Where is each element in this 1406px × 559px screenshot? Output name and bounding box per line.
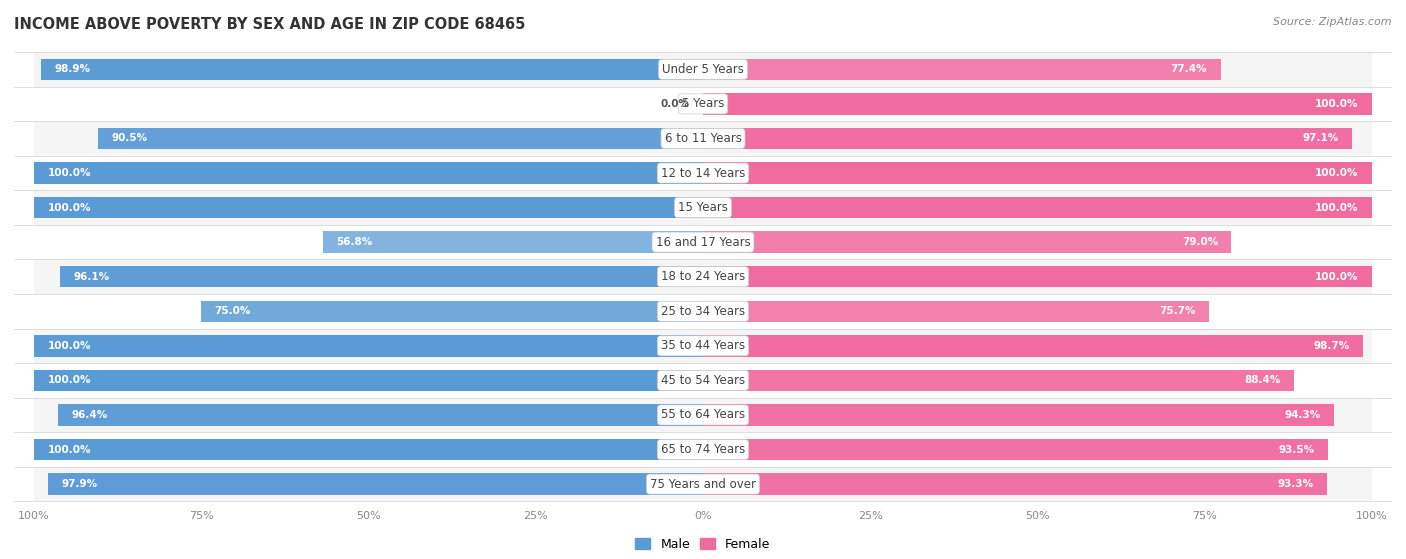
- Text: 100.0%: 100.0%: [1315, 168, 1358, 178]
- Bar: [703, 266, 1372, 287]
- Bar: [34, 369, 703, 391]
- Text: Source: ZipAtlas.com: Source: ZipAtlas.com: [1274, 17, 1392, 27]
- Bar: [703, 473, 1327, 495]
- FancyBboxPatch shape: [34, 467, 1372, 501]
- Text: Under 5 Years: Under 5 Years: [662, 63, 744, 76]
- Bar: [703, 162, 1372, 184]
- Bar: [703, 231, 1232, 253]
- Text: 90.5%: 90.5%: [111, 134, 148, 144]
- Text: 96.4%: 96.4%: [72, 410, 108, 420]
- Text: 94.3%: 94.3%: [1284, 410, 1320, 420]
- Text: INCOME ABOVE POVERTY BY SEX AND AGE IN ZIP CODE 68465: INCOME ABOVE POVERTY BY SEX AND AGE IN Z…: [14, 17, 526, 32]
- Text: 75.0%: 75.0%: [215, 306, 252, 316]
- FancyBboxPatch shape: [34, 121, 1372, 156]
- Text: 15 Years: 15 Years: [678, 201, 728, 214]
- Bar: [34, 197, 703, 219]
- Bar: [703, 404, 1334, 425]
- FancyBboxPatch shape: [34, 225, 1372, 259]
- FancyBboxPatch shape: [34, 190, 1372, 225]
- Bar: [703, 128, 1353, 149]
- Text: 18 to 24 Years: 18 to 24 Years: [661, 270, 745, 283]
- Text: 97.1%: 97.1%: [1303, 134, 1339, 144]
- Text: 77.4%: 77.4%: [1171, 64, 1208, 74]
- Legend: Male, Female: Male, Female: [630, 533, 776, 556]
- FancyBboxPatch shape: [34, 363, 1372, 397]
- Bar: [703, 59, 1220, 80]
- Text: 93.3%: 93.3%: [1278, 479, 1313, 489]
- Text: 5 Years: 5 Years: [682, 97, 724, 110]
- Text: 75.7%: 75.7%: [1160, 306, 1197, 316]
- Text: 100.0%: 100.0%: [48, 376, 91, 385]
- Text: 25 to 34 Years: 25 to 34 Years: [661, 305, 745, 318]
- Text: 56.8%: 56.8%: [336, 237, 373, 247]
- Text: 96.1%: 96.1%: [73, 272, 110, 282]
- Text: 98.9%: 98.9%: [55, 64, 91, 74]
- Bar: [201, 301, 703, 322]
- Bar: [34, 439, 703, 460]
- Text: 35 to 44 Years: 35 to 44 Years: [661, 339, 745, 352]
- Bar: [703, 369, 1295, 391]
- Bar: [34, 335, 703, 357]
- FancyBboxPatch shape: [34, 294, 1372, 329]
- Bar: [703, 301, 1209, 322]
- Text: 12 to 14 Years: 12 to 14 Years: [661, 167, 745, 179]
- Text: 45 to 54 Years: 45 to 54 Years: [661, 374, 745, 387]
- Bar: [58, 404, 703, 425]
- Text: 65 to 74 Years: 65 to 74 Years: [661, 443, 745, 456]
- Text: 100.0%: 100.0%: [48, 168, 91, 178]
- Bar: [48, 473, 703, 495]
- Text: 79.0%: 79.0%: [1182, 237, 1218, 247]
- Bar: [60, 266, 703, 287]
- Bar: [42, 59, 703, 80]
- Text: 16 and 17 Years: 16 and 17 Years: [655, 236, 751, 249]
- FancyBboxPatch shape: [34, 432, 1372, 467]
- Bar: [703, 93, 1372, 115]
- FancyBboxPatch shape: [34, 329, 1372, 363]
- Text: 75 Years and over: 75 Years and over: [650, 477, 756, 491]
- Bar: [703, 335, 1364, 357]
- Text: 6 to 11 Years: 6 to 11 Years: [665, 132, 741, 145]
- Text: 100.0%: 100.0%: [1315, 202, 1358, 212]
- Text: 0.0%: 0.0%: [661, 99, 689, 109]
- FancyBboxPatch shape: [34, 52, 1372, 87]
- Bar: [97, 128, 703, 149]
- Text: 100.0%: 100.0%: [48, 341, 91, 351]
- Bar: [703, 439, 1329, 460]
- FancyBboxPatch shape: [34, 397, 1372, 432]
- FancyBboxPatch shape: [34, 156, 1372, 190]
- Text: 100.0%: 100.0%: [1315, 272, 1358, 282]
- Text: 100.0%: 100.0%: [48, 202, 91, 212]
- Text: 98.7%: 98.7%: [1313, 341, 1350, 351]
- Text: 100.0%: 100.0%: [1315, 99, 1358, 109]
- FancyBboxPatch shape: [34, 259, 1372, 294]
- Text: 97.9%: 97.9%: [62, 479, 97, 489]
- Text: 93.5%: 93.5%: [1279, 444, 1315, 454]
- Bar: [703, 197, 1372, 219]
- Bar: [323, 231, 703, 253]
- FancyBboxPatch shape: [34, 87, 1372, 121]
- Text: 88.4%: 88.4%: [1244, 376, 1281, 385]
- Text: 55 to 64 Years: 55 to 64 Years: [661, 409, 745, 421]
- Bar: [34, 162, 703, 184]
- Text: 100.0%: 100.0%: [48, 444, 91, 454]
